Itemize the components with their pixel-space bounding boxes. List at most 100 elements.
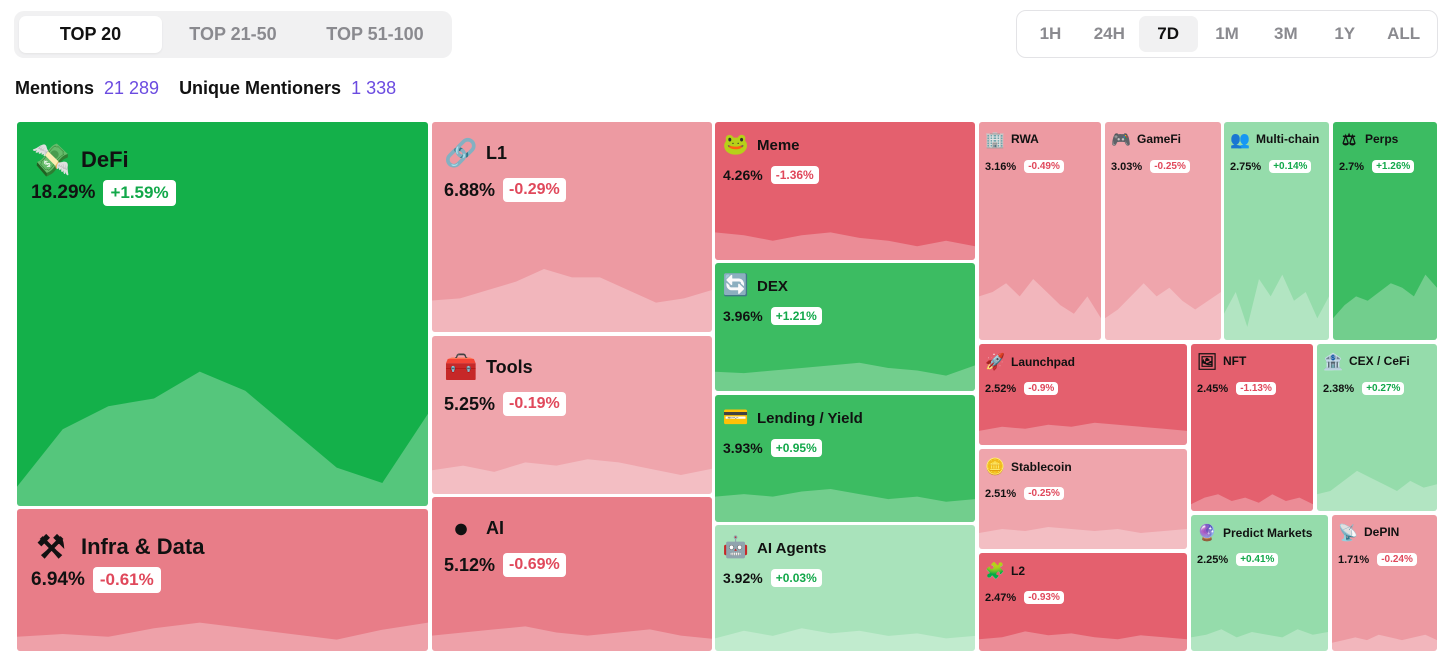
category-tile[interactable]: 💳 Lending / Yield 3.93% +0.95% <box>715 395 975 522</box>
share-value: 3.93% <box>723 440 763 456</box>
time-range-tabs: 1H 24H 7D 1M 3M 1Y ALL <box>1016 10 1438 58</box>
rank-tabs: TOP 20 TOP 21-50 TOP 51-100 <box>14 11 452 58</box>
category-tile[interactable]: 🔮 Predict Markets 2.25% +0.41% <box>1191 515 1328 651</box>
category-stats: 6.88% -0.29% <box>444 178 566 202</box>
category-tile[interactable]: ● AI 5.12% -0.69% <box>432 497 712 651</box>
category-header: 🏢 RWA <box>985 130 1039 150</box>
share-value: 1.71% <box>1338 553 1370 566</box>
category-tile[interactable]: 👥 Multi-chain 2.75% +0.14% <box>1224 122 1329 340</box>
sparkline-area <box>715 232 975 260</box>
category-tile[interactable]: 🖼 NFT 2.45% -1.13% <box>1191 344 1313 511</box>
sparkline-area <box>1317 470 1437 511</box>
category-stats: 3.92% +0.03% <box>723 569 822 587</box>
tab-7d[interactable]: 7D <box>1138 16 1198 52</box>
satellite-icon: 📡 <box>1338 525 1358 542</box>
category-stats: 2.51% -0.25% <box>985 487 1064 500</box>
tab-24h[interactable]: 24H <box>1093 24 1125 43</box>
sparkline-chart <box>1317 470 1437 511</box>
category-stats: 2.38% +0.27% <box>1323 382 1405 395</box>
tab-top-21-50[interactable]: TOP 21-50 <box>189 24 277 44</box>
category-tile[interactable]: 🧩 L2 2.47% -0.93% <box>979 553 1187 651</box>
share-value: 3.03% <box>1111 160 1143 173</box>
change-badge: -0.49% <box>1024 160 1064 173</box>
change-badge: +0.41% <box>1236 553 1279 566</box>
category-tile[interactable]: 🪙 Stablecoin 2.51% -0.25% <box>979 449 1187 549</box>
sparkline-chart <box>1191 629 1328 651</box>
sparkline-chart <box>979 279 1101 340</box>
sparkline-area <box>1224 274 1329 340</box>
change-badge: +0.27% <box>1362 382 1405 395</box>
puzzle-icon: 🧩 <box>985 563 1005 580</box>
share-value: 3.96% <box>723 308 763 324</box>
category-tile[interactable]: ⚖ Perps 2.7% +1.26% <box>1333 122 1437 340</box>
money-bag-icon: 💸 <box>31 142 71 178</box>
share-value: 5.25% <box>444 393 496 414</box>
sparkline-chart <box>1191 494 1313 511</box>
sparkline-area <box>1191 629 1328 651</box>
robot-icon: 🤖 <box>722 536 750 559</box>
crystal-ball-icon: 🔮 <box>1197 525 1217 542</box>
category-tile[interactable]: 🎮 GameFi 3.03% -0.25% <box>1105 122 1221 340</box>
category-name: Stablecoin <box>1011 460 1072 474</box>
category-tile[interactable]: 🐸 Meme 4.26% -1.36% <box>715 122 975 260</box>
category-tile[interactable]: 🏦 CEX / CeFi 2.38% +0.27% <box>1317 344 1437 511</box>
category-stats: 5.12% -0.69% <box>444 553 566 577</box>
sparkline-chart <box>715 628 975 651</box>
change-badge: -0.9% <box>1024 382 1059 395</box>
category-tile[interactable]: 📡 DePIN 1.71% -0.24% <box>1332 515 1437 651</box>
category-name: Multi-chain <box>1256 132 1320 147</box>
share-value: 2.52% <box>985 382 1017 395</box>
tab-1m[interactable]: 1M <box>1215 24 1239 43</box>
sparkline-area <box>979 422 1187 445</box>
category-header: 📡 DePIN <box>1338 523 1399 543</box>
category-tile[interactable]: 🏢 RWA 3.16% -0.49% <box>979 122 1101 340</box>
change-badge: +1.26% <box>1372 160 1415 173</box>
category-header: 💸 DeFi <box>31 140 129 180</box>
share-value: 6.94% <box>31 569 85 590</box>
share-value: 2.75% <box>1230 160 1262 173</box>
share-value: 4.26% <box>723 167 763 183</box>
category-name: AI <box>486 517 504 538</box>
tab-top-51-100[interactable]: TOP 51-100 <box>326 24 424 44</box>
category-header: 🔮 Predict Markets <box>1197 523 1312 543</box>
sparkline-chart <box>979 527 1187 549</box>
share-value: 2.38% <box>1323 382 1355 395</box>
sparkline-area <box>1332 634 1437 651</box>
category-name: Lending / Yield <box>757 409 863 427</box>
category-tile[interactable]: 🔗 L1 6.88% -0.29% <box>432 122 712 332</box>
change-badge: -0.61% <box>92 567 161 593</box>
change-badge: -0.24% <box>1377 553 1417 566</box>
frog-icon: 🐸 <box>722 133 750 156</box>
sparkline-area <box>1333 274 1437 340</box>
category-header: 🏦 CEX / CeFi <box>1323 352 1410 372</box>
building-icon: 🏢 <box>985 132 1005 149</box>
category-tile[interactable]: 🔄 DEX 3.96% +1.21% <box>715 263 975 391</box>
category-stats: 3.96% +1.21% <box>723 307 822 325</box>
change-badge: -1.36% <box>770 166 819 184</box>
change-badge: -0.69% <box>503 553 566 577</box>
people-icon: 👥 <box>1230 132 1250 149</box>
tab-all[interactable]: ALL <box>1387 24 1421 43</box>
category-tile[interactable]: 🚀 Launchpad 2.52% -0.9% <box>979 344 1187 445</box>
category-name: Predict Markets <box>1223 526 1313 540</box>
category-tile[interactable]: 🧰 Tools 5.25% -0.19% <box>432 336 712 494</box>
change-badge: -0.29% <box>503 178 566 202</box>
category-header: ⚒ Infra & Data <box>31 527 205 567</box>
tab-1h[interactable]: 1H <box>1039 24 1062 43</box>
change-badge: -0.25% <box>1024 487 1064 500</box>
category-tile[interactable]: 🤖 AI Agents 3.92% +0.03% <box>715 525 975 651</box>
sparkline-area <box>979 631 1187 651</box>
bank-icon: 🏦 <box>1323 354 1343 371</box>
orb-icon: ● <box>452 512 470 543</box>
tab-1y[interactable]: 1Y <box>1334 24 1356 43</box>
category-stats: 2.52% -0.9% <box>985 382 1059 395</box>
coin-icon: 🪙 <box>985 459 1005 476</box>
change-badge: +1.21% <box>770 307 822 325</box>
category-stats: 3.93% +0.95% <box>723 439 822 457</box>
category-tile[interactable]: 💸 DeFi 18.29% +1.59% <box>17 122 428 506</box>
tab-top-20[interactable]: TOP 20 <box>19 16 162 53</box>
tab-3m[interactable]: 3M <box>1274 24 1298 43</box>
sparkline-chart <box>1333 274 1437 340</box>
scales-icon: ⚖ <box>1341 132 1357 149</box>
category-tile[interactable]: ⚒ Infra & Data 6.94% -0.61% <box>17 509 428 651</box>
